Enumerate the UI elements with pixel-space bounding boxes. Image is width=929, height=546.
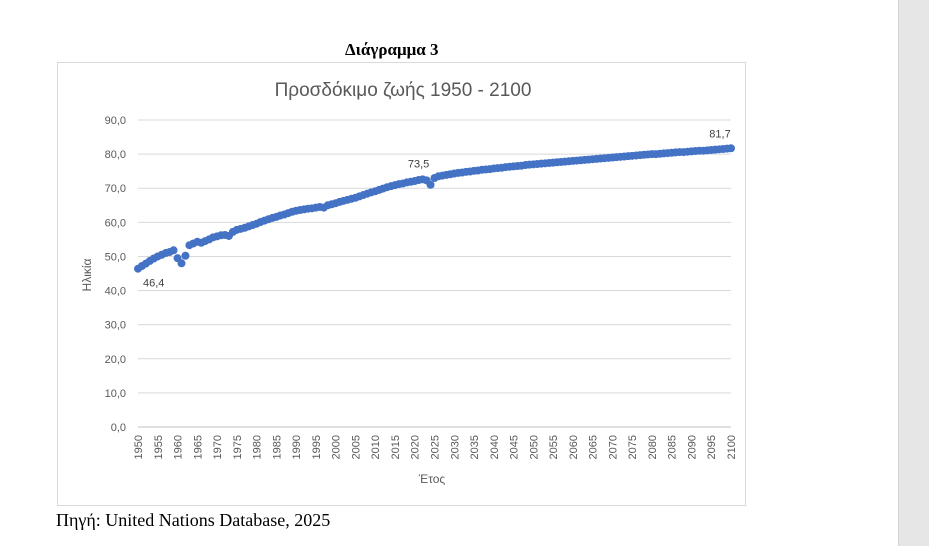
data-label: 81,7: [709, 128, 730, 140]
x-tick-label: 2085: [667, 435, 679, 459]
x-tick-label: 1995: [311, 435, 323, 459]
life-expectancy-chart: Προσδόκιμο ζωής 1950 - 2100 0,0 10,0 20,0 3…: [80, 80, 738, 486]
y-tick-label: 30,0: [105, 320, 126, 332]
x-tick-label: 2015: [390, 435, 402, 459]
x-tick-label: 2100: [726, 435, 738, 459]
x-tick-label: 1950: [133, 435, 145, 459]
x-tick-label: 2095: [706, 435, 718, 459]
x-tick-labels: 1950 1955 1960 1965 1970 1975 1980 1985 1990 1995…: [133, 435, 738, 459]
x-axis-label: Έτος: [418, 472, 446, 486]
y-tick-label: 0,0: [111, 422, 126, 434]
data-point: [181, 251, 190, 260]
side-pane: [898, 0, 929, 546]
data-label: 46,4: [143, 278, 164, 290]
data-label: 73,5: [408, 158, 429, 170]
y-tick-label: 20,0: [105, 354, 126, 366]
y-tick-label: 90,0: [105, 115, 126, 127]
x-tick-label: 1990: [291, 435, 303, 459]
x-tick-label: 1985: [271, 435, 283, 459]
data-point: [177, 259, 186, 268]
data-point: [727, 144, 735, 153]
y-tick-labels: 0,0 10,0 20,0 30,0 40,0 50,0 60,0 70,0 80,0 90,0: [105, 115, 126, 434]
source-note: Πηγή: United Nations Database, 2025: [56, 510, 331, 530]
chart-area: Προσδόκιμο ζωής 1950 - 2100 0,0 10,0 20,0 3…: [57, 62, 746, 506]
chart-title: Προσδόκιμο ζωής 1950 - 2100: [275, 80, 532, 101]
x-tick-label: 2065: [588, 435, 600, 459]
x-tick-label: 2000: [331, 435, 343, 459]
y-tick-label: 70,0: [105, 183, 126, 195]
y-tick-label: 10,0: [105, 388, 126, 400]
x-tick-label: 2025: [430, 435, 442, 459]
x-tick-label: 2060: [568, 435, 580, 459]
x-tick-label: 2050: [528, 435, 540, 459]
y-axis-label: Ηλικία: [80, 258, 94, 291]
x-tick-label: 1960: [173, 435, 185, 459]
data-point: [426, 180, 435, 189]
x-tick-label: 1970: [212, 435, 224, 459]
x-tick-label: 1965: [192, 435, 204, 459]
y-tick-label: 60,0: [105, 217, 126, 229]
x-tick-label: 2045: [509, 435, 521, 459]
x-tick-label: 1955: [153, 435, 165, 459]
x-tick-label: 1975: [232, 435, 244, 459]
y-tick-label: 50,0: [105, 251, 126, 263]
gridlines: [138, 119, 731, 428]
x-tick-label: 2035: [469, 435, 481, 459]
y-tick-label: 80,0: [105, 149, 126, 161]
x-tick-label: 2075: [627, 435, 639, 459]
x-tick-label: 1980: [252, 435, 264, 459]
y-tick-label: 40,0: [105, 286, 126, 298]
x-tick-label: 2030: [449, 435, 461, 459]
figure-caption: Διάγραμμα 3: [345, 40, 439, 59]
x-tick-label: 2055: [548, 435, 560, 459]
x-tick-label: 2090: [686, 435, 698, 459]
x-tick-label: 2020: [410, 435, 422, 459]
x-tick-label: 2040: [489, 435, 501, 459]
data-point: [169, 246, 178, 255]
x-tick-label: 2005: [350, 435, 362, 459]
x-tick-label: 2070: [607, 435, 619, 459]
x-tick-label: 2080: [647, 435, 659, 459]
data-labels: 46,4 73,5 81,7: [143, 128, 731, 289]
x-tick-label: 2010: [370, 435, 382, 459]
data-points: [134, 144, 735, 273]
